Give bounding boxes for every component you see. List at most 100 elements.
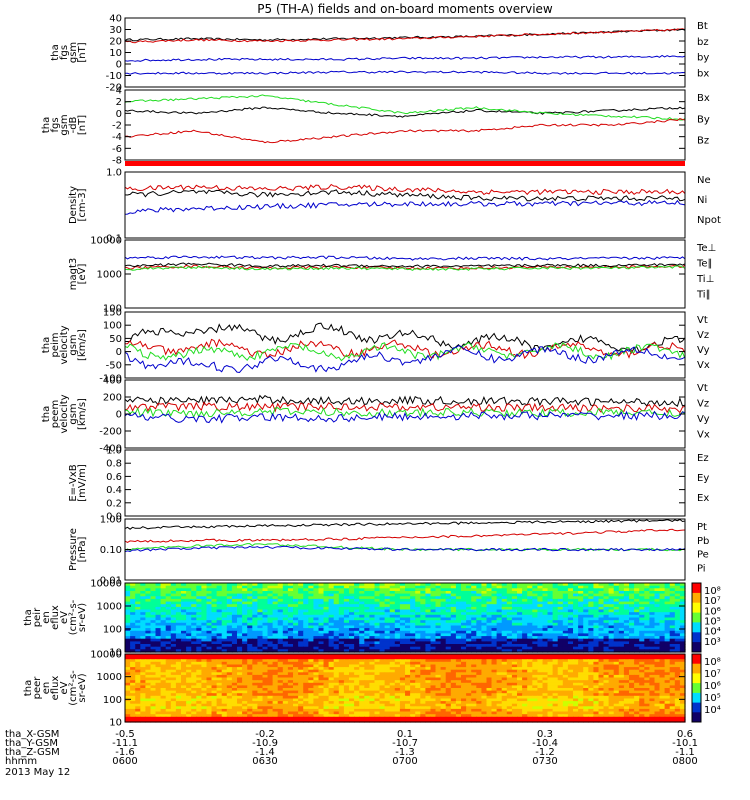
- heatmap-cell: [191, 614, 197, 619]
- heatmap-cell: [679, 585, 686, 589]
- heatmap-cell: [343, 614, 350, 619]
- heatmap-cell: [333, 606, 340, 611]
- heatmap-cell: [170, 667, 177, 671]
- heatmap-cell: [415, 667, 421, 671]
- heatmap-cell: [532, 646, 538, 650]
- heatmap-cell: [150, 641, 157, 645]
- heatmap-cell: [455, 685, 462, 689]
- heatmap-cell: [226, 614, 233, 619]
- heatmap-cell: [257, 669, 264, 673]
- heatmap-cell: [425, 612, 432, 616]
- heatmap-cell: [262, 601, 269, 605]
- heatmap-cell: [338, 690, 345, 694]
- heatmap-cell: [303, 606, 309, 611]
- heatmap-cell: [323, 661, 330, 665]
- heatmap-cell: [186, 638, 192, 642]
- heatmap-cell: [455, 677, 462, 681]
- heatmap-cell: [496, 617, 503, 621]
- heatmap-cell: [608, 659, 615, 663]
- heatmap-cell: [486, 680, 493, 684]
- heatmap-cell: [552, 669, 559, 673]
- heatmap-cell: [196, 598, 202, 603]
- heatmap-cell: [287, 649, 294, 653]
- heatmap-cell: [532, 659, 538, 663]
- heatmap-cell: [557, 680, 564, 684]
- heatmap-cell: [517, 677, 523, 681]
- heatmap-cell: [618, 667, 625, 671]
- heatmap-cell: [557, 598, 564, 603]
- heatmap-cell: [471, 638, 477, 642]
- heatmap-cell: [679, 690, 686, 694]
- heatmap-cell: [511, 593, 518, 597]
- heatmap-cell: [181, 604, 187, 608]
- heatmap-cell: [664, 656, 671, 660]
- y-tick-label: 50: [109, 334, 122, 345]
- heatmap-cell: [547, 585, 554, 589]
- heatmap-cell: [547, 669, 554, 673]
- heatmap-cell: [440, 695, 447, 699]
- heatmap-cell: [191, 672, 197, 676]
- heatmap-cell: [552, 633, 559, 637]
- heatmap-cell: [226, 661, 233, 665]
- heatmap-cell: [583, 630, 589, 635]
- heatmap-cell: [649, 682, 656, 686]
- heatmap-cell: [303, 690, 309, 694]
- heatmap-cell: [221, 682, 228, 686]
- heatmap-cell: [664, 690, 671, 694]
- heatmap-cell: [461, 585, 467, 589]
- heatmap-cell: [567, 633, 574, 637]
- heatmap-cell: [237, 649, 243, 653]
- heatmap-cell: [267, 659, 274, 663]
- heatmap-cell: [216, 685, 223, 689]
- heatmap-cell: [588, 598, 594, 603]
- heatmap-cell: [573, 674, 579, 679]
- heatmap-cell: [313, 661, 320, 665]
- heatmap-cell: [231, 636, 238, 640]
- heatmap-cell: [420, 664, 426, 668]
- heatmap-cell: [542, 667, 549, 671]
- heatmap-cell: [674, 604, 681, 608]
- heatmap-cell: [267, 591, 274, 595]
- heatmap-cell: [318, 612, 325, 616]
- heatmap-cell: [618, 695, 625, 699]
- heatmap-cell: [573, 664, 579, 668]
- heatmap-cell: [639, 585, 645, 589]
- heatmap-cell: [430, 596, 437, 600]
- heatmap-cell: [629, 674, 635, 679]
- heatmap-cell: [313, 693, 320, 697]
- heatmap-cell: [242, 669, 248, 673]
- heatmap-cell: [461, 588, 467, 592]
- heatmap-cell: [629, 620, 635, 624]
- heatmap-cell: [410, 688, 416, 692]
- heatmap-cell: [430, 682, 437, 686]
- heatmap-cell: [603, 617, 610, 621]
- heatmap-cell: [466, 667, 472, 671]
- heatmap-cell: [374, 630, 381, 635]
- heatmap-cell: [364, 661, 370, 665]
- heatmap-cell: [338, 688, 345, 692]
- heatmap-cell: [272, 614, 279, 619]
- heatmap-cell: [272, 633, 279, 637]
- heatmap-cell: [522, 649, 528, 653]
- heatmap-cell: [359, 620, 365, 624]
- heatmap-cell: [252, 682, 258, 686]
- heatmap-cell: [175, 630, 182, 635]
- heatmap-cell: [313, 690, 320, 694]
- heatmap-cell: [573, 630, 579, 635]
- heatmap-cell: [654, 617, 661, 621]
- heatmap-cell: [471, 667, 477, 671]
- panel-frame: [124, 17, 686, 88]
- heatmap-cell: [160, 638, 167, 642]
- heatmap-cell: [659, 682, 666, 686]
- heatmap-cell: [216, 596, 223, 600]
- heatmap-cell: [669, 664, 676, 668]
- heatmap-cell: [445, 685, 452, 689]
- heatmap-cell: [343, 690, 350, 694]
- heatmap-cell: [277, 617, 284, 621]
- panels: 403020100-10-20thafgsgsm[nT]Btbzbybx420-…: [23, 14, 721, 729]
- heatmap-cell: [588, 646, 594, 650]
- heatmap-cell: [450, 625, 457, 629]
- heatmap-cell: [501, 680, 508, 684]
- heatmap-cell: [562, 612, 569, 616]
- legend-label: Vx: [697, 360, 710, 371]
